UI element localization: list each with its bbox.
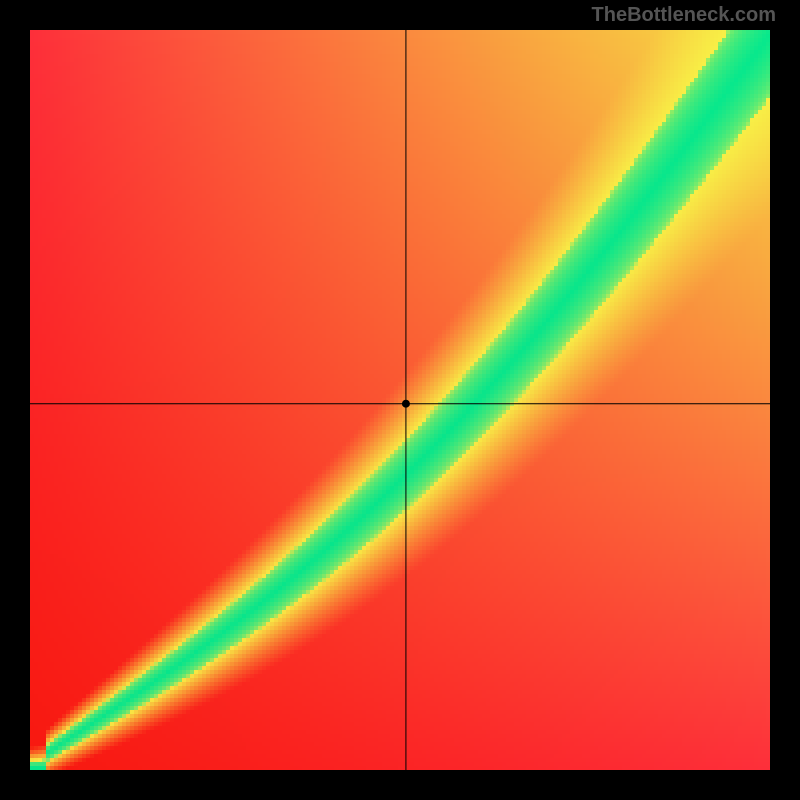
- chart-container: { "watermark": { "text": "TheBottleneck.…: [0, 0, 800, 800]
- watermark-label: TheBottleneck.com: [592, 4, 776, 27]
- plot-area: [30, 30, 770, 770]
- heatmap-canvas: [30, 30, 770, 770]
